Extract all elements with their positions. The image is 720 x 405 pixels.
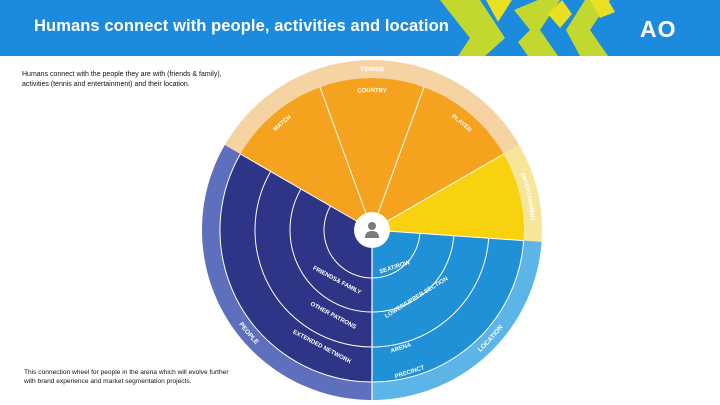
sector-divider xyxy=(319,86,373,231)
page-title: Humans connect with people, activities a… xyxy=(34,17,449,35)
people-outer-band xyxy=(201,145,372,400)
intro-text: Humans connect with the people they are … xyxy=(22,71,222,88)
entertainment-sector xyxy=(372,154,524,241)
ring-line xyxy=(219,153,525,383)
sector-divider xyxy=(371,86,425,231)
sector-divider xyxy=(371,153,504,231)
tennis-label: TENNIS xyxy=(360,66,385,73)
ring-line xyxy=(254,171,490,348)
person-icon-head xyxy=(368,222,376,230)
entertainment-outer-band xyxy=(503,145,542,242)
header-banner: Humans connect with people, activities a… xyxy=(0,0,720,56)
tennis-outer-band xyxy=(224,60,520,155)
ao-logo: AO xyxy=(640,16,677,42)
footnote-text: This connection wheel for people in the … xyxy=(24,369,229,385)
tennis-segment-country: COUNTRY xyxy=(357,88,387,95)
banner-pattern xyxy=(440,0,615,56)
connection-wheel: TENNISENTERTAINMENTLOCATIONPEOPLEMATCHCO… xyxy=(201,60,542,400)
location-outer-band xyxy=(372,240,542,400)
person-icon xyxy=(365,231,379,238)
ring-line xyxy=(323,205,421,279)
people-sector xyxy=(219,154,372,382)
ring-line xyxy=(289,188,455,313)
sector-divider xyxy=(240,153,373,231)
sector-divider xyxy=(371,229,524,242)
location-sector xyxy=(372,230,524,382)
